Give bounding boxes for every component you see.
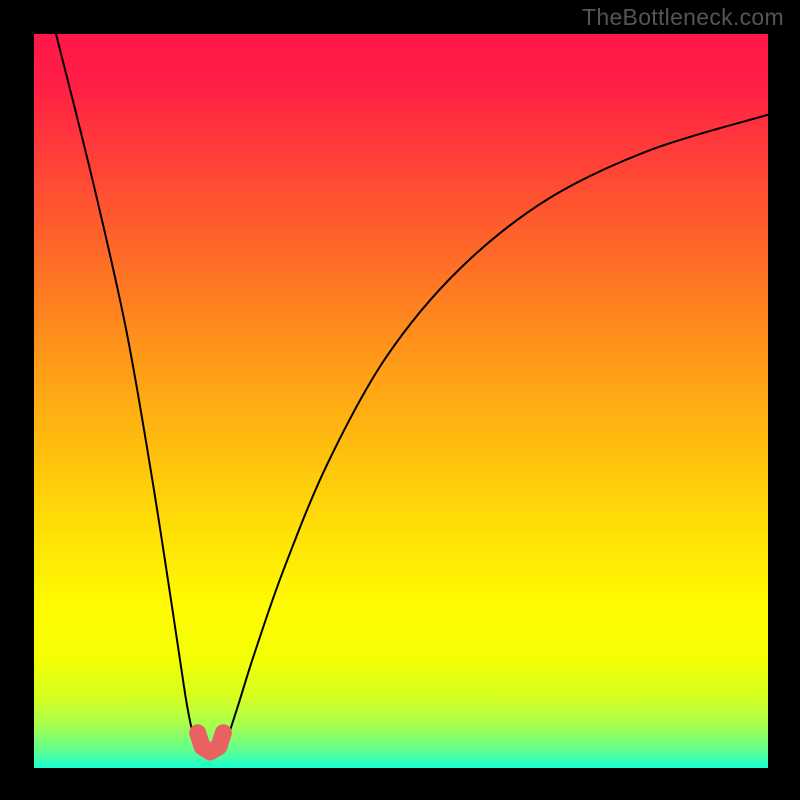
watermark-text: TheBottleneck.com <box>582 4 784 31</box>
plot-area <box>34 34 768 768</box>
gradient-background <box>34 34 768 768</box>
chart-container: TheBottleneck.com <box>0 0 800 800</box>
chart-svg <box>34 34 768 768</box>
